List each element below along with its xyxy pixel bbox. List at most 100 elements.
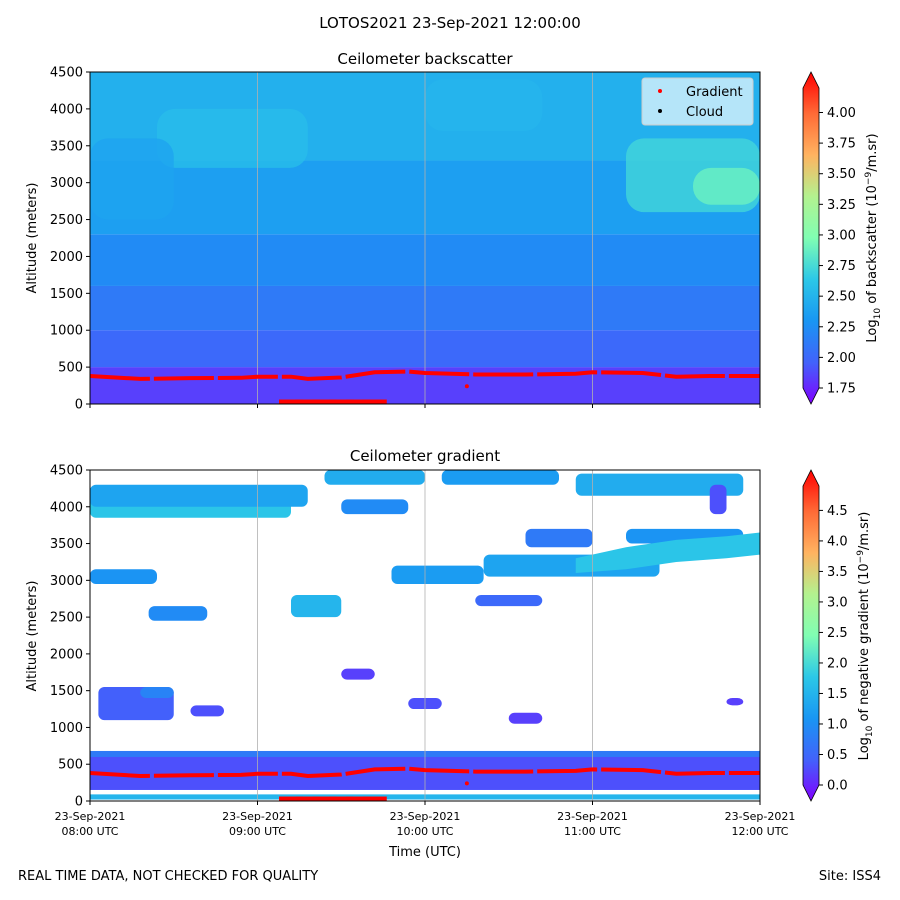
gradient-patch-3 [441, 470, 559, 485]
gradient-ytick-label-1: 500 [58, 758, 83, 773]
gradient-ytick-label-3: 1500 [50, 684, 83, 699]
gradient-ytick-label-8: 4000 [50, 500, 83, 515]
backscatter-cb-tick-label-9: 4.00 [827, 106, 856, 121]
gradient-patch-6 [90, 569, 157, 585]
gradient-patch-21 [709, 484, 727, 515]
gradient-y-ticks: 0 500 1000 1500 2000 2500 3000 3500 4000 4500 [50, 464, 90, 810]
backscatter-cb-tick-label-8: 3.75 [827, 137, 856, 152]
gradient-cb-tick-label-5: 2.5 [827, 626, 848, 641]
gradient-patch-5 [575, 473, 744, 496]
gradient-colorbar-label: Log10 of negative gradient (10−9/m.sr) [856, 512, 875, 761]
gradient-band-wave [575, 532, 760, 573]
gradient-x-ticks: 23-Sep-2021 08:00 UTC 23-Sep-2021 09:00 UTC… [55, 801, 796, 838]
backscatter-cloud-point-1 [295, 399, 320, 404]
backscatter-cb-tick-label-1: 2.00 [827, 351, 856, 366]
legend-cloud-marker [658, 109, 662, 113]
legend-box [641, 77, 754, 126]
backscatter-gradient-line [90, 369, 760, 381]
gradient-cb-tick-label-0: 0.0 [827, 779, 848, 794]
gradient-panel: Ceilometer gradient 0 500 1000 1500 2000 2500… [25, 447, 875, 860]
backscatter-ytick-label-3: 1500 [50, 287, 83, 302]
backscatter-ytick-label-2: 1000 [50, 324, 83, 339]
backscatter-ytick-label-0: 0 [75, 398, 83, 413]
gradient-markers [90, 766, 760, 801]
gradient-y-label: Altitude (meters) [25, 581, 40, 692]
gradient-colorbar: 0.0 0.5 1.0 1.5 2.0 2.5 3.0 3.5 4.0 4.5 Log10 of … [802, 469, 875, 802]
backscatter-cb-tick-label-6: 3.25 [827, 198, 856, 213]
gradient-patch-7 [148, 606, 208, 621]
gradient-cloud-point-3 [329, 796, 354, 801]
gradient-colorbar-ticks: 0.0 0.5 1.0 1.5 2.0 2.5 3.0 3.5 4.0 4.5 [819, 504, 848, 794]
gradient-cb-tick-label-6: 3.0 [827, 595, 848, 610]
gradient-ytick-label-7: 3500 [50, 537, 83, 552]
backscatter-title: Ceilometer backscatter [337, 50, 513, 68]
backscatter-cb-tick-label-2: 2.25 [827, 320, 856, 335]
gradient-patch-16 [190, 705, 224, 717]
backscatter-ytick-label-6: 3000 [50, 176, 83, 191]
gradient-x-label: Time (UTC) [388, 845, 461, 860]
gradient-xtick-time-4: 12:00 UTC [731, 825, 788, 838]
backscatter-colorbar-ticks: 1.75 2.00 2.25 2.50 2.75 3.00 3.25 3.50 3.75 4.00 [819, 106, 856, 397]
gradient-cb-tick-label-1: 0.5 [827, 748, 848, 763]
backscatter-gridlines [257, 72, 593, 404]
footer-site: Site: ISS4 [818, 869, 881, 884]
gradient-patch-12 [475, 595, 543, 607]
backscatter-ytick-label-7: 3500 [50, 139, 83, 154]
backscatter-ytick-label-4: 2000 [50, 250, 83, 265]
backscatter-cb-tick-label-4: 2.75 [827, 259, 856, 274]
gradient-xtick-date-0: 23-Sep-2021 [55, 810, 126, 823]
backscatter-cloud-point-3 [329, 399, 354, 404]
backscatter-ytick-label-8: 4000 [50, 102, 83, 117]
gradient-patch-15 [140, 686, 174, 699]
backscatter-ytick-label-9: 4500 [50, 66, 83, 81]
gradient-cloud-point-4 [346, 796, 370, 801]
backscatter-x-ticks [89, 404, 761, 408]
backscatter-ytick-label-5: 2500 [50, 213, 83, 228]
gradient-cb-tick-label-7: 3.5 [827, 565, 848, 580]
backscatter-patch-2 [425, 79, 543, 132]
backscatter-cloud-point-0 [279, 399, 303, 404]
legend-cloud-label: Cloud [686, 105, 723, 120]
gradient-xtick-date-2: 23-Sep-2021 [390, 810, 461, 823]
gradient-cloud-point-2 [312, 796, 337, 801]
gradient-patch-9 [391, 565, 484, 585]
gradient-patch-17 [341, 668, 375, 680]
gradient-gradient-line [90, 766, 760, 778]
figure-title: LOTOS2021 23-Sep-2021 12:00:00 [319, 14, 581, 32]
backscatter-cloud-point-2 [312, 399, 337, 404]
backscatter-legend: Gradient Cloud [641, 77, 754, 126]
backscatter-cb-tick-label-0: 1.75 [827, 382, 856, 397]
gradient-patch-8 [291, 595, 342, 618]
gradient-cloud-point-5 [362, 796, 387, 801]
backscatter-colorbar-ramp [802, 71, 820, 405]
backscatter-cloud-point-5 [362, 399, 387, 404]
gradient-ytick-label-6: 3000 [50, 574, 83, 589]
backscatter-y-ticks: 0 500 1000 1500 2000 2500 3000 3500 4000 4500 [50, 66, 90, 413]
backscatter-y-label: Altitude (meters) [25, 183, 40, 294]
gradient-xtick-date-1: 23-Sep-2021 [222, 810, 293, 823]
backscatter-cloud-point-4 [346, 399, 370, 404]
gradient-cloud-point-0 [279, 796, 303, 801]
gradient-cb-tick-label-2: 1.0 [827, 717, 848, 732]
backscatter-patch-4 [693, 167, 760, 205]
gradient-xtick-time-3: 11:00 UTC [564, 825, 621, 838]
backscatter-colorbar: 1.75 2.00 2.25 2.50 2.75 3.00 3.25 3.50 3.75 4.00… [802, 71, 883, 405]
gradient-xtick-date-3: 23-Sep-2021 [557, 810, 628, 823]
gradient-xtick-time-2: 10:00 UTC [396, 825, 453, 838]
gradient-xtick-time-0: 08:00 UTC [61, 825, 118, 838]
gradient-ytick-label-9: 4500 [50, 464, 83, 479]
gradient-patch-11 [525, 528, 593, 548]
backscatter-cb-tick-label-5: 3.00 [827, 228, 856, 243]
gradient-ytick-label-4: 2000 [50, 647, 83, 662]
backscatter-patch-1 [90, 138, 174, 220]
gradient-patch-20 [726, 698, 744, 706]
gradient-cb-tick-label-9: 4.5 [827, 504, 848, 519]
gradient-cloud-point-1 [295, 796, 320, 801]
gradient-gradient-point [464, 781, 469, 786]
gradient-patch-2 [324, 470, 425, 485]
gradient-xtick-date-4: 23-Sep-2021 [725, 810, 796, 823]
gradient-ytick-label-0: 0 [75, 795, 83, 810]
gradient-title: Ceilometer gradient [350, 447, 500, 465]
gradient-patch-19 [508, 712, 543, 724]
